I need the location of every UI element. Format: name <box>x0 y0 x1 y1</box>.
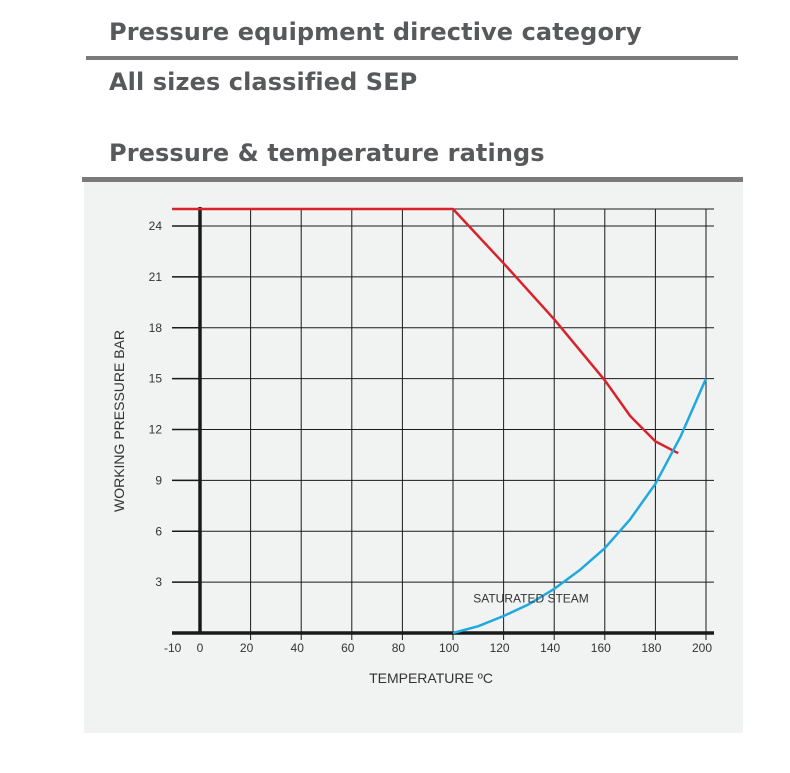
section-divider <box>82 177 743 182</box>
chart-canvas: 3 6 9 12 15 18 21 24 -10 0 20 40 60 80 100 120 140 160 180… <box>111 207 714 686</box>
chart-grid <box>172 208 714 640</box>
x-tick-label: 180 <box>641 641 661 655</box>
saturated-steam-curve <box>452 378 708 635</box>
directive-classification-text: All sizes classified SEP <box>109 68 418 96</box>
heading-divider <box>86 56 738 60</box>
pressure-temperature-ratings-heading: Pressure & temperature ratings <box>109 139 545 167</box>
y-tick-label: 24 <box>149 219 163 233</box>
x-tick-label: 40 <box>291 641 305 655</box>
x-tick-label: 140 <box>540 641 560 655</box>
x-tick-label: 100 <box>439 641 459 655</box>
x-tick-label: -10 <box>164 641 182 655</box>
y-tick-label: 3 <box>155 575 162 589</box>
x-axis-title: TEMPERATURE ºC <box>369 670 493 686</box>
y-tick-label: 12 <box>149 423 163 437</box>
x-tick-label: 200 <box>692 641 712 655</box>
pressure-temperature-chart: 3 6 9 12 15 18 21 24 -10 0 20 40 60 80 100 120 140 160 180… <box>84 182 743 733</box>
x-tick-label: 160 <box>591 641 611 655</box>
y-tick-label: 9 <box>155 473 162 487</box>
pressure-rating-line <box>172 207 679 455</box>
y-tick-label: 6 <box>155 524 162 538</box>
x-tick-label: 60 <box>341 641 355 655</box>
pressure-equipment-directive-heading: Pressure equipment directive category <box>109 18 642 46</box>
chart-axes <box>172 207 714 635</box>
x-tick-label: 120 <box>490 641 510 655</box>
x-tick-label: 20 <box>240 641 254 655</box>
x-tick-label: 80 <box>392 641 406 655</box>
x-tick-label: 0 <box>197 641 204 655</box>
saturated-steam-label: SATURATED STEAM <box>473 591 589 605</box>
y-axis-title: WORKING PRESSURE BAR <box>111 330 127 512</box>
y-tick-label: 18 <box>149 321 163 335</box>
chart-series <box>172 207 708 635</box>
chart-labels: 3 6 9 12 15 18 21 24 -10 0 20 40 60 80 100 120 140 160 180… <box>111 219 712 686</box>
y-tick-label: 15 <box>149 372 163 386</box>
y-tick-label: 21 <box>149 270 163 284</box>
